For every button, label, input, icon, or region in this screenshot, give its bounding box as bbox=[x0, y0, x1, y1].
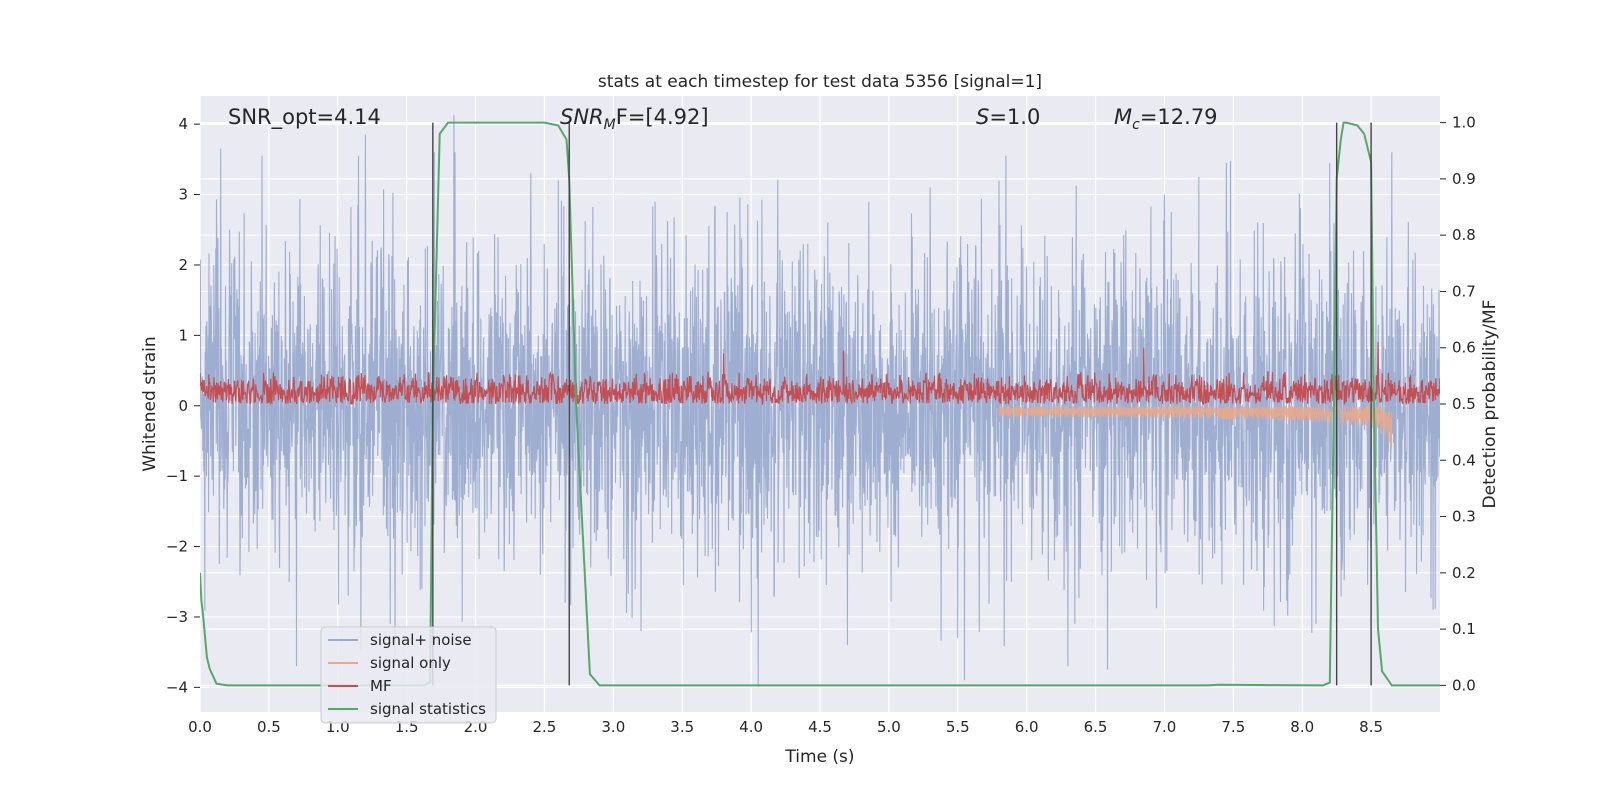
x-tick-label: 0.5 bbox=[257, 718, 281, 736]
y2-tick-label: 0.4 bbox=[1452, 451, 1476, 469]
y2-tick-label: 0.0 bbox=[1452, 676, 1476, 694]
legend-label-mf: MF bbox=[370, 677, 392, 695]
y-tick-label: 4 bbox=[178, 115, 188, 133]
annotation-snr-mf: SNRMF=[4.92] bbox=[560, 105, 709, 133]
y2-tick-label: 1.0 bbox=[1452, 114, 1476, 132]
vertical-markers bbox=[432, 122, 1372, 686]
x-tick-label: 6.5 bbox=[1084, 718, 1108, 736]
x-tick-label: 5.0 bbox=[877, 718, 901, 736]
y2-tick-label: 0.6 bbox=[1452, 339, 1476, 357]
annotation-s: S=1.0 bbox=[976, 105, 1040, 129]
x-tick-label: 3.0 bbox=[601, 718, 625, 736]
annotation-chirp-mass: Mc=12.79 bbox=[1114, 105, 1218, 133]
legend: signal+ noise signal only MF signal stat… bbox=[320, 626, 497, 724]
x-tick-label: 8.0 bbox=[1290, 718, 1314, 736]
x-tick-label: 8.5 bbox=[1359, 718, 1383, 736]
x-tick-label: 7.5 bbox=[1221, 718, 1245, 736]
y2-axis-label: Detection probability/MF bbox=[1480, 300, 1500, 509]
y-tick-label: 2 bbox=[178, 256, 188, 274]
legend-label-signal-noise: signal+ noise bbox=[370, 631, 472, 649]
y2-tick-label: 0.8 bbox=[1452, 226, 1476, 244]
y-tick-label: 0 bbox=[178, 397, 188, 415]
chart-title: stats at each timestep for test data 535… bbox=[598, 72, 1042, 92]
x-tick-label: 4.0 bbox=[739, 718, 763, 736]
series-mf bbox=[200, 342, 1440, 406]
y-tick-label: −4 bbox=[166, 678, 188, 696]
y-tick-label: 3 bbox=[178, 186, 188, 204]
y2-axis-ticks: 0.0 0.1 0.2 0.3 0.4 0.5 0.6 0.7 0.8 0.9 1.0 bbox=[1440, 114, 1476, 694]
legend-box bbox=[320, 626, 497, 724]
annotation-snr-opt: SNR_opt=4.14 bbox=[228, 105, 381, 130]
x-tick-label: 0.0 bbox=[188, 718, 212, 736]
legend-label-signal-only: signal only bbox=[370, 654, 451, 672]
y-axis-ticks: −4 −3 −2 −1 0 1 2 3 4 bbox=[166, 115, 200, 696]
x-tick-label: 5.5 bbox=[946, 718, 970, 736]
y2-tick-label: 0.5 bbox=[1452, 395, 1476, 413]
x-tick-label: 6.0 bbox=[1015, 718, 1039, 736]
x-tick-label: 7.0 bbox=[1153, 718, 1177, 736]
y-tick-label: −3 bbox=[166, 608, 188, 626]
x-tick-label: 4.5 bbox=[808, 718, 832, 736]
y2-tick-label: 0.9 bbox=[1452, 170, 1476, 188]
annotations: SNR_opt=4.14 SNRMF=[4.92] S=1.0 Mc=12.79 bbox=[228, 105, 1218, 133]
x-axis-label: Time (s) bbox=[784, 747, 854, 767]
y2-tick-label: 0.3 bbox=[1452, 508, 1476, 526]
x-tick-label: 2.5 bbox=[533, 718, 557, 736]
legend-label-signal-statistics: signal statistics bbox=[370, 700, 486, 718]
x-tick-label: 3.5 bbox=[670, 718, 694, 736]
y2-tick-label: 0.1 bbox=[1452, 620, 1476, 638]
y-tick-label: 1 bbox=[178, 326, 188, 344]
y-tick-label: −2 bbox=[166, 538, 188, 556]
series-signal-only bbox=[998, 404, 1393, 449]
y2-tick-label: 0.7 bbox=[1452, 282, 1476, 300]
y2-tick-label: 0.2 bbox=[1452, 564, 1476, 582]
y-axis-label: Whitened strain bbox=[140, 336, 160, 471]
y-tick-label: −1 bbox=[166, 467, 188, 485]
